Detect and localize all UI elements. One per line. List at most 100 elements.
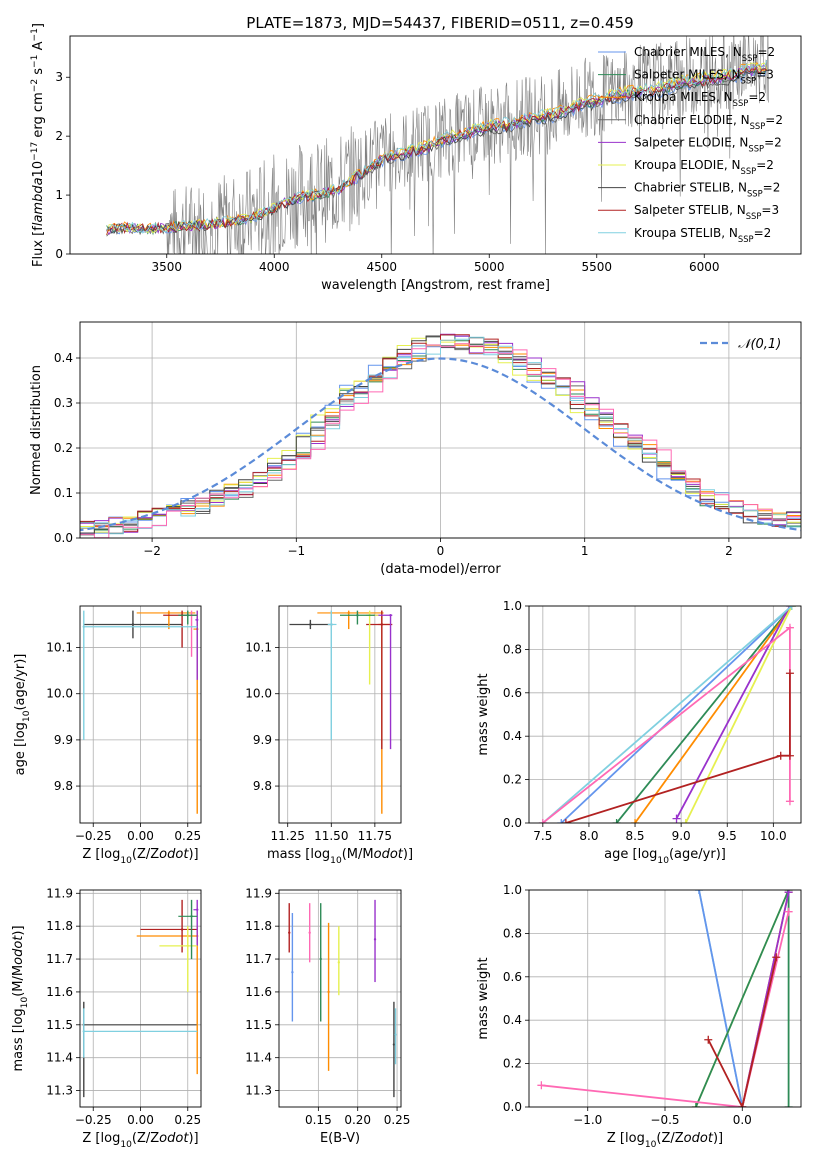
weight-marker <box>561 819 570 823</box>
y-tick-label: 11.4 <box>245 1051 272 1065</box>
x-tick-label: 11.25 <box>271 829 305 843</box>
weight-line <box>695 890 790 1107</box>
x-axis-label: wavelength [Angstrom, rest frame] <box>321 278 550 293</box>
weight-marker <box>631 819 640 823</box>
x-tick-label: 7.5 <box>533 829 552 843</box>
y-tick-label: 10.0 <box>245 687 272 701</box>
weight-marker <box>784 907 793 916</box>
y-tick-label: 1 <box>55 188 63 202</box>
weight-marker <box>691 1103 700 1107</box>
weight-marker <box>538 819 547 823</box>
x-axis-label: (data-model)/error <box>380 562 501 577</box>
weight-marker <box>681 819 690 823</box>
spectrum-panel: 3500 4000 4500 5000 5500 6000 0 1 2 3 wavelength [… <box>30 23 802 293</box>
x-axis-label: Z [log10(Z/Zodot)] <box>607 1131 723 1150</box>
y-tick-label: 9.9 <box>54 733 73 747</box>
plot-area <box>106 36 769 254</box>
y-tick-label: 0.4 <box>54 351 73 365</box>
y-axis-label: mass [log10(M/Modot)] <box>11 925 30 1071</box>
axes-frame <box>278 889 402 1108</box>
data-point <box>356 614 359 617</box>
data-point <box>389 614 392 617</box>
weight-marker <box>787 606 796 610</box>
y-tick-label: 11.5 <box>46 1018 73 1032</box>
data-point <box>196 618 199 622</box>
x-tick-label: 0.25 <box>384 1113 411 1127</box>
y-tick-label: 9.8 <box>54 779 73 793</box>
y-tick-label: 0.8 <box>503 926 522 940</box>
data-point <box>327 990 330 994</box>
data-point <box>309 623 312 626</box>
age-vs-mass-panel: 11.25 11.50 11.75 9.8 9.9 10.0 10.1 mass [log10… <box>245 605 413 866</box>
weight-line <box>615 606 793 823</box>
y-tick-label: 1.0 <box>503 883 522 897</box>
data-point <box>190 915 193 918</box>
y-tick-label: 11.7 <box>245 952 272 966</box>
legend-entry: 𝒩(0,1) <box>738 337 781 352</box>
x-tick-label: 9.5 <box>718 829 737 843</box>
data-point <box>82 1030 85 1033</box>
x-tick-label: −1.0 <box>573 1113 602 1127</box>
y-tick-label: 11.3 <box>245 1084 272 1098</box>
data-point <box>373 938 377 941</box>
legend-entry: Kroupa MILES, NSSP=2 <box>634 90 766 108</box>
legend-entry: Kroupa ELODIE, NSSP=2 <box>634 158 774 176</box>
legend-entry: Salpeter MILES, NSSP=3 <box>634 68 774 86</box>
y-tick-label: 9.9 <box>253 733 272 747</box>
weight-marker <box>776 751 785 760</box>
mass-weight-vs-metallicity-panel: −1.0 −0.5 0.0 0.0 0.2 0.4 0.6 0.8 1.0 Z [log10(Z/… <box>476 883 802 1150</box>
legend: 𝒩(0,1) <box>700 337 781 352</box>
plot-area <box>289 610 393 814</box>
legend-entry: Kroupa STELIB, NSSP=2 <box>634 226 771 244</box>
weight-marker <box>784 1103 793 1107</box>
legend-entry: Salpeter ELODIE, NSSP=2 <box>634 135 782 153</box>
y-axis-label: Normed distribution <box>29 365 44 495</box>
y-tick-label: 0.4 <box>503 729 522 743</box>
x-tick-label: 0 <box>437 544 445 558</box>
data-point <box>196 908 199 911</box>
chart-title: PLATE=1873, MJD=54437, FIBERID=0511, z=0… <box>246 14 633 32</box>
y-axis-label: mass weight <box>476 673 491 755</box>
plot-area <box>80 333 801 538</box>
y-tick-label: 0.8 <box>503 642 522 656</box>
mass-vs-metallicity-panel: −0.25 0.00 0.25 11.3 11.4 11.5 11.6 11.7 11.8 11.… <box>11 886 202 1150</box>
legend-entry: Chabrier MILES, NSSP=2 <box>634 45 775 63</box>
model-spectrum-line <box>106 67 768 236</box>
legend-entry: Chabrier ELODIE, NSSP=2 <box>634 113 783 131</box>
weight-marker <box>557 819 566 823</box>
model-spectrum-line <box>106 67 768 237</box>
x-tick-label: −0.25 <box>75 829 112 843</box>
data-point <box>347 611 350 615</box>
weight-marker <box>738 1103 747 1107</box>
axes-frame <box>528 889 802 1108</box>
x-tick-label: 0.15 <box>305 1113 332 1127</box>
data-point <box>186 614 189 617</box>
x-tick-label: −2 <box>143 544 161 558</box>
y-tick-label: 11.3 <box>46 1084 73 1098</box>
weight-line <box>542 625 791 823</box>
y-axis-label: age [log10(age/yr)] <box>13 654 32 776</box>
y-tick-label: 10.0 <box>46 687 73 701</box>
data-point <box>319 957 322 961</box>
legend-entry: Salpeter STELIB, NSSP=3 <box>634 203 779 221</box>
y-tick-label: 2 <box>55 129 63 143</box>
x-tick-label: 0.00 <box>127 829 154 843</box>
mass-weight-vs-age-panel: 7.5 8.0 8.5 9.0 9.5 10.0 0.0 0.2 0.4 0.6 0.8 1.0 age… <box>476 599 802 866</box>
plot-area <box>288 899 397 1098</box>
histogram-line <box>80 343 801 538</box>
weight-marker <box>695 890 703 894</box>
x-tick-label: 5000 <box>474 260 505 274</box>
x-axis-label: Z [log10(Z/Zodot)] <box>82 847 198 866</box>
x-tick-label: 0.25 <box>174 1113 201 1127</box>
y-axis-label: mass weight <box>476 957 491 1039</box>
data-point <box>308 931 311 934</box>
plot-area <box>82 899 199 1098</box>
y-tick-label: 0.6 <box>503 970 522 984</box>
weight-marker <box>612 819 621 823</box>
y-tick-label: 10.1 <box>245 641 272 655</box>
x-tick-label: 0.20 <box>344 1113 371 1127</box>
axes-frame <box>278 605 402 824</box>
weight-marker <box>672 814 681 823</box>
weight-marker <box>784 890 793 897</box>
